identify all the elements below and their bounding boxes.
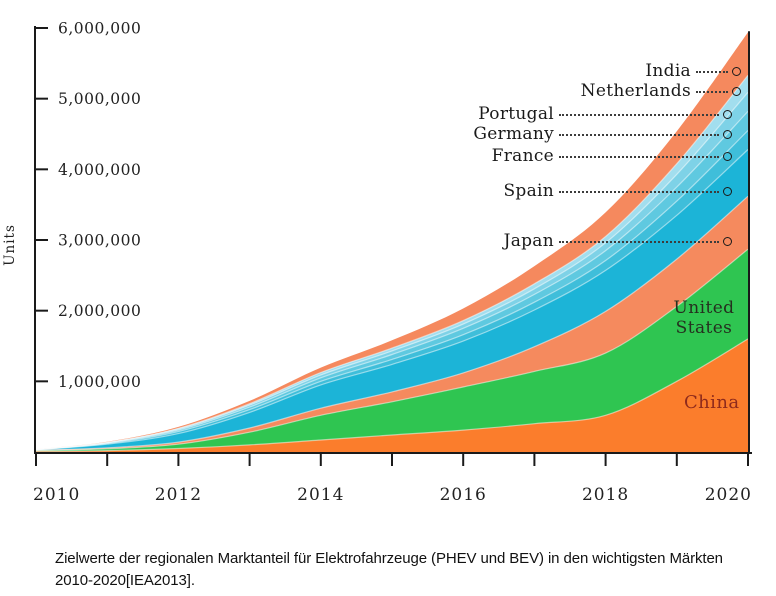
figure-caption: Zielwerte der regionalen Marktanteil für… bbox=[55, 550, 723, 589]
x-tick-label: 2020 bbox=[705, 485, 752, 505]
leader-line bbox=[559, 190, 719, 195]
callout-india: India bbox=[645, 61, 741, 81]
x-tick-label: 2010 bbox=[33, 485, 80, 505]
band-boundary bbox=[35, 110, 749, 451]
callout-marker-icon bbox=[723, 151, 732, 161]
area-label-china: China bbox=[684, 392, 740, 413]
band-boundary bbox=[35, 130, 749, 451]
leader-line bbox=[696, 90, 728, 95]
callout-portugal: Portugal bbox=[478, 104, 732, 124]
callout-germany: Germany bbox=[473, 124, 732, 144]
x-tick-label: 2012 bbox=[155, 485, 202, 505]
x-tick-label: 2016 bbox=[440, 485, 487, 505]
x-tick-label: 2014 bbox=[297, 485, 344, 505]
x-tick-label: 2018 bbox=[582, 485, 629, 505]
callout-label-spain: Spain bbox=[503, 181, 554, 201]
area-united-states bbox=[36, 249, 748, 453]
band-boundary bbox=[35, 149, 749, 451]
chart-svg: 1,000,000 2,000,000 3,000,000 4,000,000 5,00… bbox=[2, 19, 752, 505]
band-boundary bbox=[35, 338, 749, 452]
band-boundary bbox=[35, 74, 749, 451]
callout-japan: Japan bbox=[504, 231, 732, 251]
callout-france: France bbox=[492, 146, 732, 166]
callout-label-germany: Germany bbox=[473, 124, 554, 144]
callout-label-india: India bbox=[645, 61, 691, 81]
leader-line bbox=[696, 70, 728, 75]
leader-line bbox=[559, 133, 719, 138]
callout-label-netherlands: Netherlands bbox=[580, 81, 691, 101]
callout-marker-icon bbox=[723, 109, 732, 119]
callout-label-portugal: Portugal bbox=[478, 104, 554, 124]
y-axis-title: Units bbox=[2, 224, 18, 266]
callout-marker-icon bbox=[732, 86, 741, 96]
leader-line bbox=[559, 155, 719, 160]
band-boundary bbox=[35, 195, 749, 451]
callout-marker-icon bbox=[723, 186, 732, 196]
y-tick-label: 1,000,000 bbox=[58, 373, 141, 391]
leader-line bbox=[559, 113, 719, 118]
y-tick-label: 5,000,000 bbox=[58, 90, 141, 108]
y-tick-label: 6,000,000 bbox=[58, 19, 141, 37]
band-boundary bbox=[35, 248, 749, 452]
area-china bbox=[36, 338, 748, 453]
band-boundary bbox=[35, 91, 749, 451]
y-tick-label: 4,000,000 bbox=[58, 161, 141, 179]
leader-line bbox=[559, 240, 719, 245]
callout-label-japan: Japan bbox=[503, 231, 554, 251]
callout-marker-icon bbox=[732, 66, 741, 76]
area-label-united-states: United States bbox=[673, 298, 735, 338]
callout-netherlands: Netherlands bbox=[581, 81, 741, 101]
y-tick-label: 2,000,000 bbox=[58, 302, 141, 320]
callout-marker-icon bbox=[723, 236, 732, 246]
y-tick-label: 3,000,000 bbox=[58, 231, 141, 249]
callout-label-france: France bbox=[491, 146, 554, 166]
callout-spain: Spain bbox=[503, 181, 732, 201]
callout-marker-icon bbox=[723, 129, 732, 139]
